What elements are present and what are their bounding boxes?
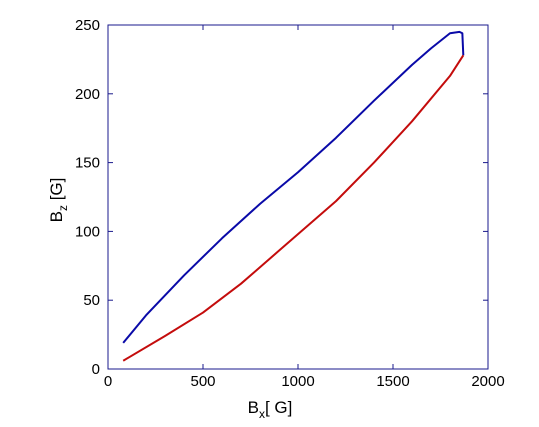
y-tick-label: 100: [75, 223, 100, 240]
y-tick-label: 0: [92, 361, 100, 378]
x-tick-label: 0: [104, 373, 112, 390]
series-line: [122, 30, 465, 344]
y-tick-label: 150: [75, 155, 100, 172]
x-label-main: B: [248, 398, 259, 417]
x-axis-label: Bx[ G]: [248, 398, 293, 421]
x-tick-label: 500: [190, 373, 215, 390]
y-axis-label: Bz [G]: [47, 178, 70, 223]
y-tick-label: 250: [75, 17, 100, 34]
x-label-rest: [ G]: [265, 398, 292, 417]
series-line: [122, 54, 465, 362]
x-tick-label: 2000: [471, 373, 504, 390]
x-tick-label: 1500: [376, 373, 409, 390]
y-label-sub: z: [56, 205, 70, 211]
y-tick-label: 50: [83, 292, 100, 309]
x-label-sub: x: [259, 407, 265, 421]
y-tick-label: 200: [75, 86, 100, 103]
y-label-rest: [G]: [47, 178, 66, 205]
x-tick-label: 1000: [281, 373, 314, 390]
y-label-main: B: [47, 211, 66, 222]
